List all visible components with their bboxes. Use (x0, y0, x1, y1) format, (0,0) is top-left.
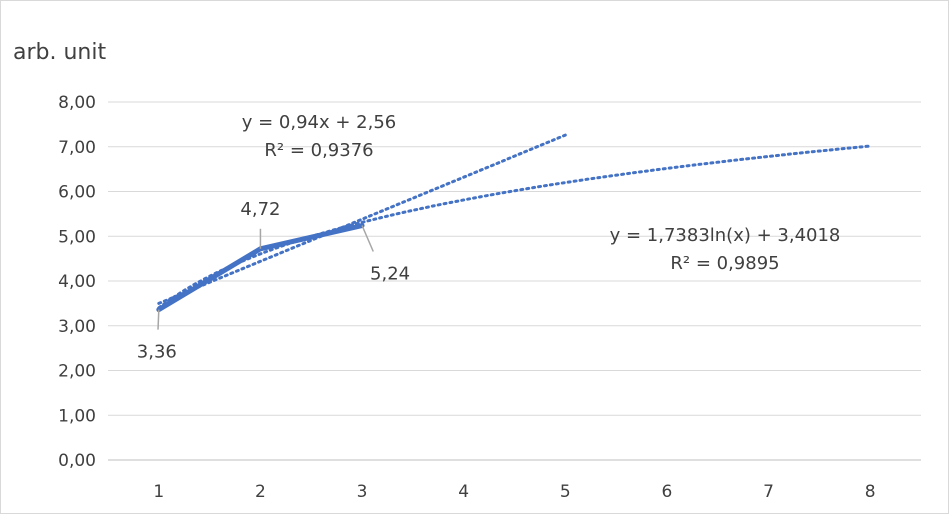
x-tick-label: 3 (357, 482, 368, 502)
data-labels: 3,36 4,72 5,24 (137, 199, 410, 363)
x-tick-label: 1 (153, 482, 164, 502)
log-trend-r2: R² = 0,9895 (670, 253, 779, 274)
y-tick-label: 2,00 (58, 362, 96, 382)
data-label: 3,36 (137, 342, 177, 363)
x-tick-label: 6 (662, 482, 673, 502)
y-tick-label: 5,00 (58, 227, 96, 247)
data-label-leader (361, 225, 374, 252)
log-trend-equation: y = 1,7383ln(x) + 3,4018 (610, 225, 841, 246)
y-tick-label: 3,00 (58, 317, 96, 337)
y-axis-ticks: 0,00 1,00 2,00 3,00 4,00 5,00 6,00 7,00 8,00 (58, 93, 96, 471)
log-trendline (157, 144, 872, 310)
y-tick-label: 0,00 (58, 451, 96, 471)
data-label-leader (157, 309, 160, 330)
x-tick-label: 2 (255, 482, 266, 502)
x-tick-label: 4 (458, 482, 469, 502)
gridlines (108, 101, 921, 461)
linear-trend-equation: y = 0,94x + 2,56 (242, 112, 397, 133)
linear-trend-r2: R² = 0,9376 (264, 140, 373, 161)
x-tick-label: 7 (763, 482, 774, 502)
data-label: 4,72 (240, 199, 280, 220)
y-tick-label: 6,00 (58, 183, 96, 203)
y-tick-label: 8,00 (58, 93, 96, 113)
y-tick-label: 4,00 (58, 272, 96, 292)
x-tick-label: 8 (865, 482, 876, 502)
y-axis-label: arb. unit (13, 40, 106, 65)
x-tick-label: 5 (560, 482, 571, 502)
y-tick-label: 1,00 (58, 406, 96, 426)
x-axis-ticks: 1 2 3 4 5 6 7 8 (153, 482, 875, 502)
linear-trendline (157, 133, 567, 305)
y-tick-label: 7,00 (58, 138, 96, 158)
trendlines (157, 133, 872, 310)
data-label: 5,24 (370, 264, 410, 285)
